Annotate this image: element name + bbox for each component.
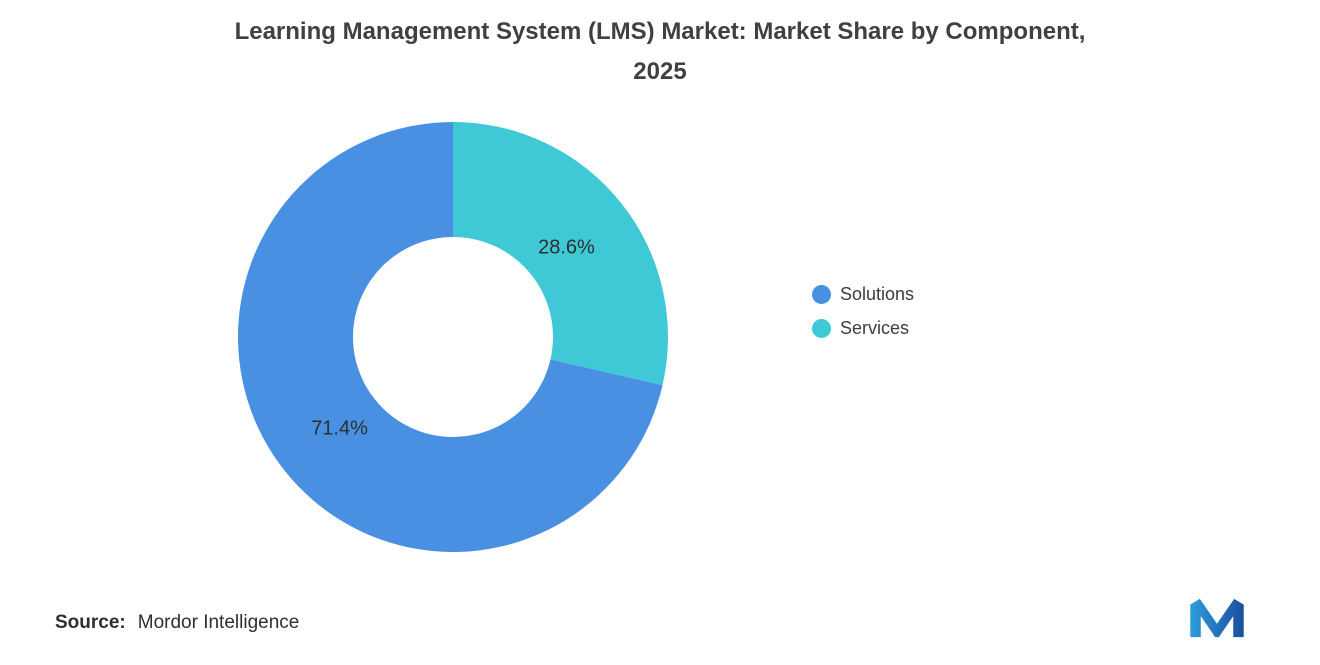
mordor-intelligence-logo <box>1190 598 1244 638</box>
legend-label: Services <box>840 318 910 338</box>
source-value: Mordor Intelligence <box>137 612 300 633</box>
legend-label: Solutions <box>840 284 915 304</box>
slice-label-solutions: 71.4% <box>311 417 368 439</box>
donut-slice-solutions[interactable] <box>238 122 663 552</box>
chart-title-line2: 2025 <box>633 58 687 85</box>
legend: Solutions Services <box>812 284 914 339</box>
source-label: Source: <box>55 612 126 633</box>
legend-swatch-solutions <box>812 285 831 304</box>
donut-chart: 28.6% 71.4% <box>238 122 668 552</box>
logo-m-glyph <box>1190 598 1244 638</box>
source-line: Source: Mordor Intelligence <box>55 612 299 634</box>
slice-label-services: 28.6% <box>538 237 595 259</box>
chart-title: Learning Management System (LMS) Market:… <box>0 12 1320 92</box>
chart-title-line1: Learning Management System (LMS) Market:… <box>234 18 1086 45</box>
donut-slice-services[interactable] <box>453 122 668 386</box>
legend-item-solutions[interactable]: Solutions <box>812 284 914 305</box>
legend-swatch-services <box>812 319 831 338</box>
legend-item-services[interactable]: Services <box>812 318 914 339</box>
